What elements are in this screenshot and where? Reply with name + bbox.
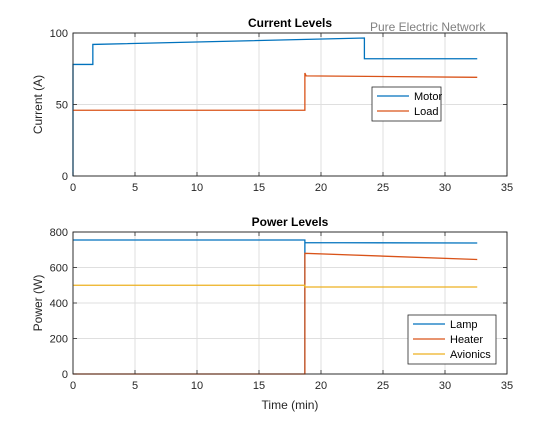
x-tick-label: 0 <box>70 380 76 392</box>
y-tick-label: 400 <box>50 298 68 310</box>
y-tick-label: 600 <box>50 263 68 275</box>
y-tick-label: 50 <box>56 100 68 112</box>
x-tick-label: 20 <box>315 182 327 194</box>
chart-title: Power Levels <box>252 215 329 229</box>
chart-1: 0 5 10 15 20 25 30 35 0 50 100 Current Levels Curren… <box>31 16 513 194</box>
x-tick-label: 10 <box>191 182 203 194</box>
x-tick-label: 30 <box>439 380 451 392</box>
chart-title: Current Levels <box>248 16 332 30</box>
legend-label-motor: Motor <box>414 91 442 103</box>
y-tick-label: 800 <box>50 227 68 239</box>
legend-label-lamp: Lamp <box>450 319 478 331</box>
x-tick-label: 15 <box>253 380 265 392</box>
x-tick-label: 5 <box>132 182 138 194</box>
x-tick-label: 30 <box>439 182 451 194</box>
y-axis-label: Current (A) <box>31 75 45 134</box>
x-tick-label: 10 <box>191 380 203 392</box>
legend-label-avionics: Avionics <box>450 349 491 361</box>
series-line-lamp <box>73 239 478 374</box>
legend-label-load: Load <box>414 106 438 118</box>
legend-label-heater: Heater <box>450 334 483 346</box>
x-tick-label: 35 <box>501 182 513 194</box>
x-axis-label: Time (min) <box>262 398 319 412</box>
legend: Lamp Heater Avionics <box>407 314 497 365</box>
x-tick-label: 25 <box>377 380 389 392</box>
x-tick-label: 15 <box>253 182 265 194</box>
legend: Motor Load <box>371 86 442 122</box>
chart-2: 0 5 10 15 20 25 30 35 0 200 400 600 800 Power Levels P… <box>31 215 513 412</box>
y-tick-label: 0 <box>62 171 68 183</box>
series-line-load <box>73 72 478 111</box>
y-tick-label: 0 <box>62 369 68 381</box>
network-annotation: Pure Electric Network <box>370 20 486 34</box>
x-tick-label: 35 <box>501 380 513 392</box>
x-tick-label: 25 <box>377 182 389 194</box>
legend-box <box>371 86 442 122</box>
y-tick-label: 200 <box>50 334 68 346</box>
x-tick-label: 5 <box>132 380 138 392</box>
series-line-avionics <box>73 284 478 288</box>
y-axis-label: Power (W) <box>31 275 45 332</box>
y-tick-label: 100 <box>50 28 68 40</box>
x-tick-label: 0 <box>70 182 76 194</box>
x-tick-label: 20 <box>315 380 327 392</box>
